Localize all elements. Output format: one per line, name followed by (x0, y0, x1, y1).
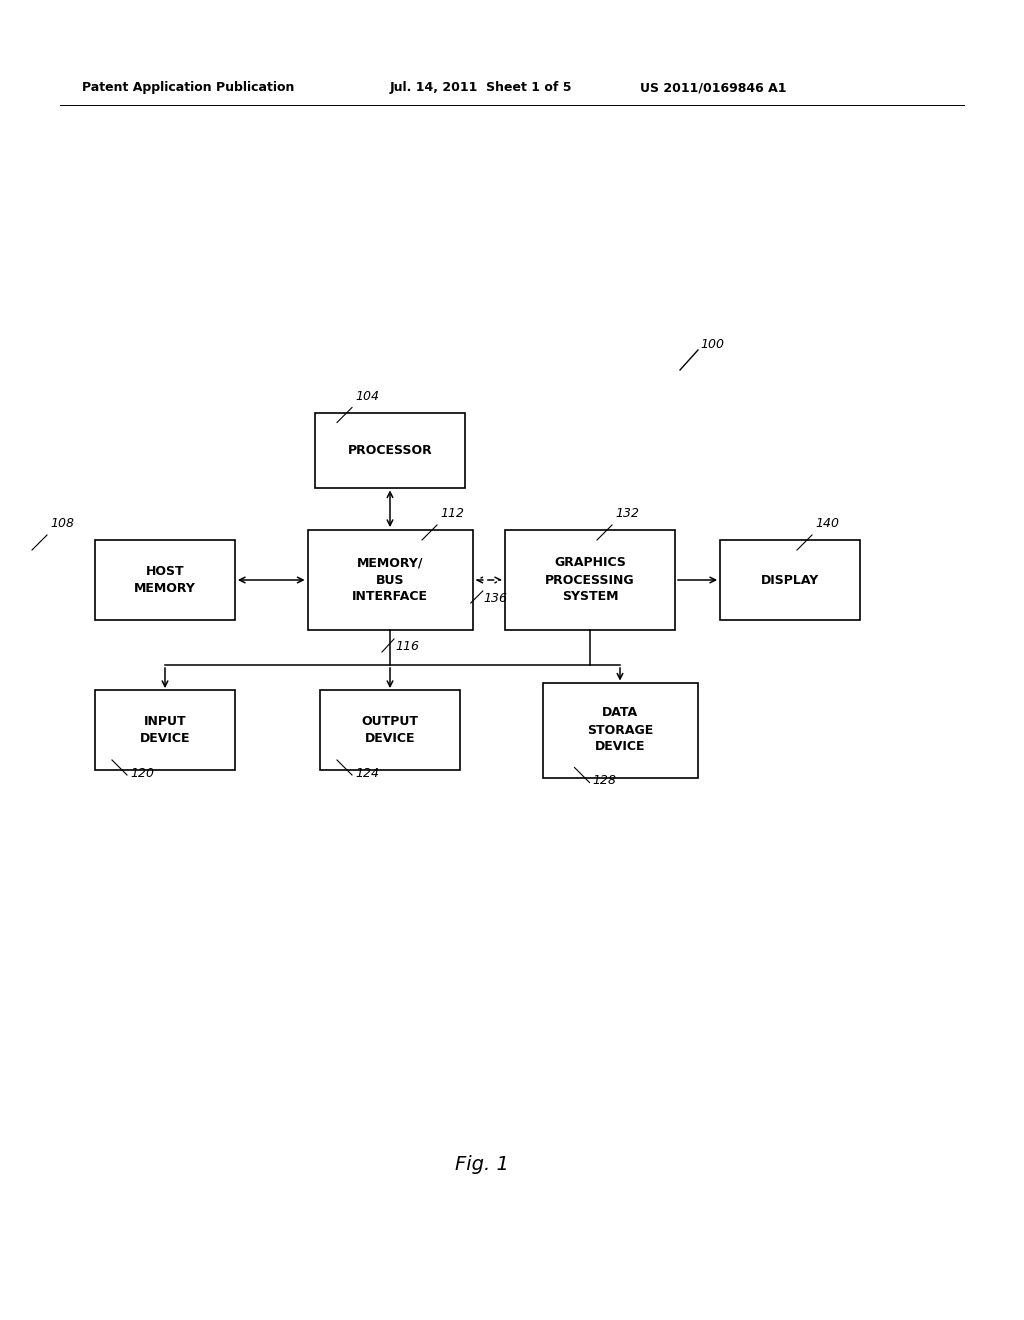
Text: OUTPUT
DEVICE: OUTPUT DEVICE (361, 715, 419, 744)
Text: INPUT
DEVICE: INPUT DEVICE (139, 715, 190, 744)
Bar (307, 531, 472, 630)
Text: MEMORY/
BUS
INTERFACE: MEMORY/ BUS INTERFACE (352, 557, 428, 603)
Bar (505, 531, 675, 630)
Text: Patent Application Publication: Patent Application Publication (82, 82, 294, 95)
Bar (319, 690, 460, 770)
Text: DISPLAY: DISPLAY (761, 573, 819, 586)
Text: DATA
STORAGE
DEVICE: DATA STORAGE DEVICE (587, 706, 653, 754)
Text: 128: 128 (593, 775, 616, 788)
Text: 108: 108 (50, 517, 74, 531)
Text: HOST
MEMORY: HOST MEMORY (134, 565, 196, 595)
Text: Jul. 14, 2011  Sheet 1 of 5: Jul. 14, 2011 Sheet 1 of 5 (390, 82, 572, 95)
Text: 104: 104 (355, 389, 379, 403)
Text: 116: 116 (395, 640, 419, 653)
Bar (315, 412, 465, 487)
Text: 112: 112 (440, 507, 464, 520)
Bar (720, 540, 860, 620)
Text: PROCESSOR: PROCESSOR (347, 444, 432, 457)
Text: GRAPHICS
PROCESSING
SYSTEM: GRAPHICS PROCESSING SYSTEM (545, 557, 635, 603)
Text: Fig. 1: Fig. 1 (455, 1155, 509, 1175)
Text: 136: 136 (483, 591, 508, 605)
Bar (543, 682, 697, 777)
Text: 140: 140 (815, 517, 839, 531)
Text: 120: 120 (130, 767, 154, 780)
Text: 124: 124 (355, 767, 379, 780)
Text: 100: 100 (700, 338, 724, 351)
Bar (95, 690, 234, 770)
Text: US 2011/0169846 A1: US 2011/0169846 A1 (640, 82, 786, 95)
Bar (95, 540, 234, 620)
Text: 132: 132 (615, 507, 639, 520)
